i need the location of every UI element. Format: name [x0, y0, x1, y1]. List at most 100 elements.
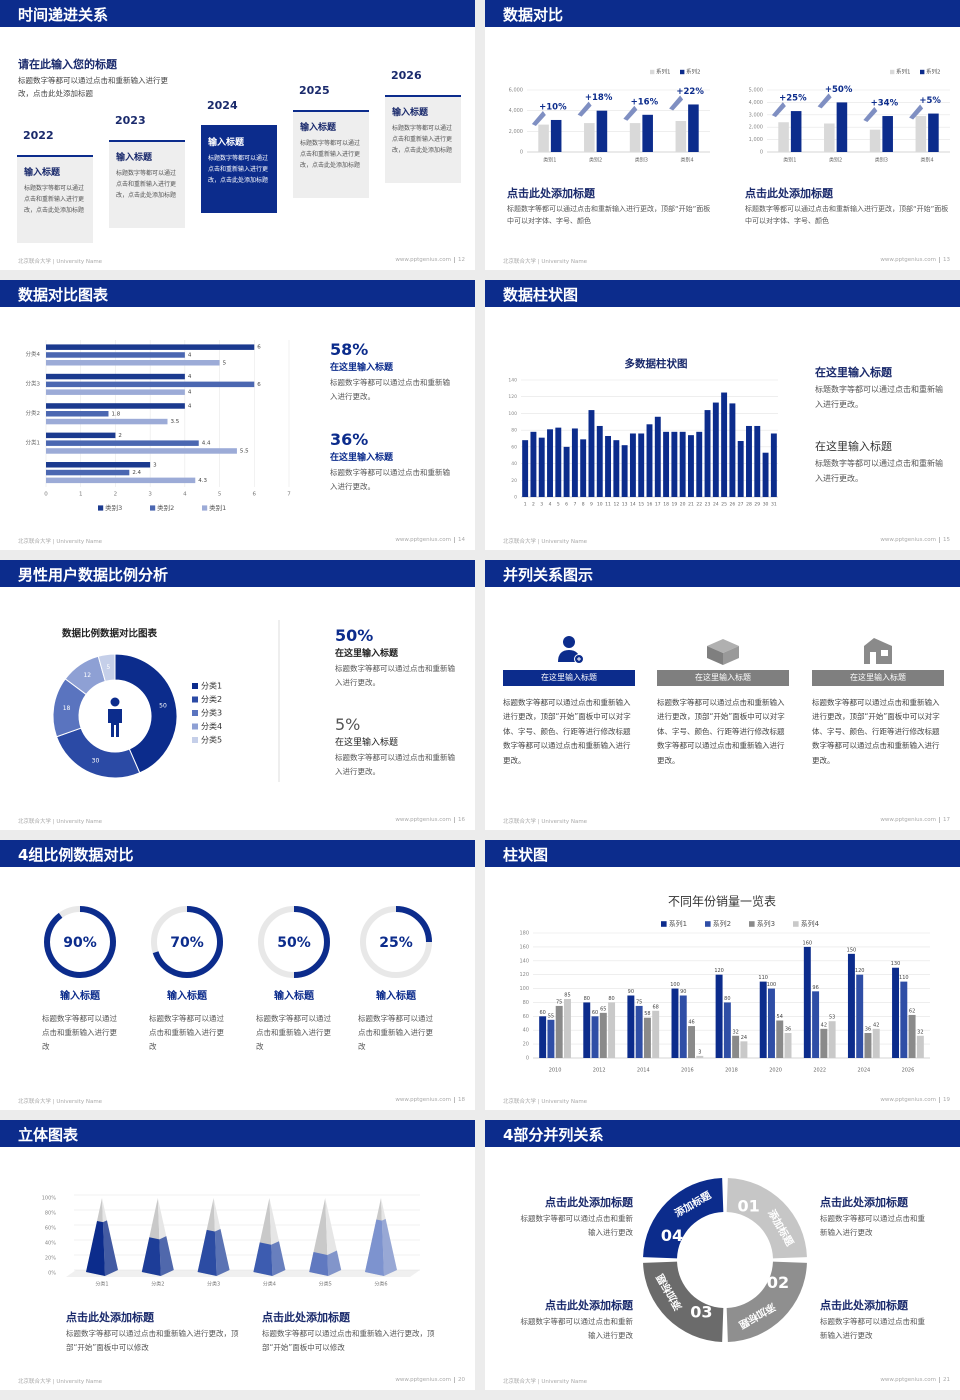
legend-label: 分类4 — [201, 721, 222, 731]
block-text: 标题数字等都可以通过点击和重新输入进行更改。 — [815, 385, 943, 409]
data-label: 120 — [855, 968, 865, 974]
bar — [642, 114, 653, 152]
slide-title: 4组比例数据对比 — [18, 846, 134, 864]
slide-header: 柱状图 — [485, 840, 960, 867]
legend-swatch — [890, 69, 895, 75]
bar — [768, 988, 775, 1058]
bar — [737, 441, 744, 497]
bar — [46, 477, 196, 484]
bar — [550, 119, 562, 152]
bar — [538, 437, 545, 497]
step-text: 标题数字等都可以通过点击和重新输入进行更改，点击此处添加标题 — [392, 125, 453, 154]
step-box: 输入标题标题数字等都可以通过点击和重新输入进行更改，点击此处添加标题 — [201, 125, 277, 213]
data-label: 130 — [891, 961, 901, 967]
legend-swatch — [749, 921, 755, 927]
annotation: +22% — [676, 87, 704, 97]
pyramid-fill-face — [159, 1236, 174, 1276]
bar — [882, 116, 893, 152]
bar — [629, 123, 641, 152]
slide: 4部分并列关系 01 添加标题 02 添加标题 03 添加标题 04 添加标题 点击此处添加标题标… — [485, 1120, 960, 1390]
data-label: 54 — [777, 1014, 783, 1020]
x-tick-label: 分类6 — [374, 1281, 387, 1288]
bar — [679, 431, 686, 497]
slide-title: 并列关系图示 — [503, 566, 594, 584]
data-label: 46 — [688, 1020, 694, 1026]
donut-slice — [97, 653, 116, 682]
data-label: 110 — [758, 975, 768, 981]
slide: 数据柱状图 多数据柱状图 0 20 40 60 80 100 120 140 1 2 3 4 5 6 7 8 9 10… — [485, 280, 960, 550]
y-tick-label: 80 — [523, 1000, 529, 1006]
x-tick-label: 分类1 — [95, 1281, 108, 1288]
bar — [715, 974, 723, 1058]
icon-person-head — [563, 636, 575, 648]
x-tick-label: 6 — [253, 492, 257, 498]
block-text: 标题数字等都可以通过点击和重新输入进行更改。 — [815, 459, 943, 483]
y-tick-label: 20 — [523, 1042, 529, 1048]
step-heading: 输入标题 — [208, 138, 245, 148]
footer-university: 北京联合大学 | University Name — [503, 1099, 588, 1105]
data-label: 2 — [118, 433, 122, 439]
data-label: 6 — [257, 345, 261, 351]
bar — [522, 440, 529, 497]
bar — [46, 448, 237, 454]
bar — [46, 440, 199, 446]
annotation-arrow — [531, 110, 546, 126]
ring-text: 标题数字等都可以通过点击和重新输入进行更改 — [256, 1014, 331, 1051]
data-label: 65 — [600, 1006, 606, 1012]
x-tick-label: 2026 — [902, 1068, 915, 1074]
y-tick-label: 80 — [511, 428, 517, 434]
page-number: 16 — [454, 817, 465, 823]
bar — [599, 1012, 607, 1058]
legend-label: 系列3 — [757, 919, 775, 928]
x-tick-label: 20 — [680, 502, 686, 508]
x-tick-label: 2016 — [681, 1068, 694, 1074]
pyramid-fill-face — [197, 1229, 217, 1276]
legend-swatch — [192, 737, 198, 743]
y-tick-label: 2,000 — [509, 129, 523, 135]
legend-swatch — [650, 69, 655, 75]
bar — [928, 113, 939, 152]
step-year: 2024 — [207, 99, 238, 112]
slide: 并列关系图示 在这里输入标题 标题数字等都可以通过点击和重新输入进行更改，顶部“开始… — [485, 560, 960, 830]
bar — [856, 974, 864, 1058]
step-text: 标题数字等都可以通过点击和重新输入进行更改，点击此处添加标题 — [208, 155, 269, 184]
bar — [654, 416, 661, 497]
bar — [828, 1021, 836, 1058]
bar — [635, 1005, 643, 1058]
slide-header: 数据对比图表 — [0, 280, 475, 307]
x-tick-label: 2022 — [813, 1068, 826, 1074]
ring-label: 70% — [170, 935, 204, 951]
footer-url: www.pptgenius.com — [880, 537, 936, 543]
step-year: 2026 — [391, 69, 422, 82]
x-tick-label: 分类5 — [319, 1281, 332, 1288]
y-tick-label: 140 — [508, 378, 517, 384]
bar — [687, 435, 694, 497]
data-label: 4 — [188, 374, 192, 380]
ring-arc — [395, 906, 432, 943]
slide-title: 4部分并列关系 — [503, 1126, 604, 1144]
page-number: 19 — [939, 1097, 950, 1103]
block-text: 标题数字等都可以通过点击和重新输入进行更改，顶部“开始”面板中可以修改 — [262, 1329, 435, 1352]
donut-slice — [55, 727, 141, 779]
slide-header: 4部分并列关系 — [485, 1120, 960, 1147]
x-tick-label: 类别3 — [875, 157, 888, 164]
ring-text: 标题数字等都可以通过点击和重新输入进行更改 — [358, 1014, 433, 1051]
legend-swatch — [192, 696, 198, 703]
x-tick-label: 2024 — [857, 1068, 870, 1074]
cycle-segment — [726, 1261, 807, 1342]
donut-slice — [114, 653, 178, 774]
annotation: +18% — [585, 93, 613, 103]
x-tick-label: 5 — [557, 502, 560, 508]
bar — [759, 981, 767, 1058]
slide-header: 时间递进关系 — [0, 0, 475, 27]
person-head — [110, 697, 120, 707]
segment-number: 03 — [690, 1302, 712, 1321]
y-tick-label: 100% — [42, 1196, 57, 1202]
y-tick-label: 180 — [519, 931, 529, 937]
bar — [824, 123, 835, 152]
data-label: 6 — [257, 382, 261, 388]
bar — [754, 425, 761, 497]
ring-heading: 输入标题 — [60, 991, 100, 1002]
annotation: +16% — [631, 97, 659, 107]
